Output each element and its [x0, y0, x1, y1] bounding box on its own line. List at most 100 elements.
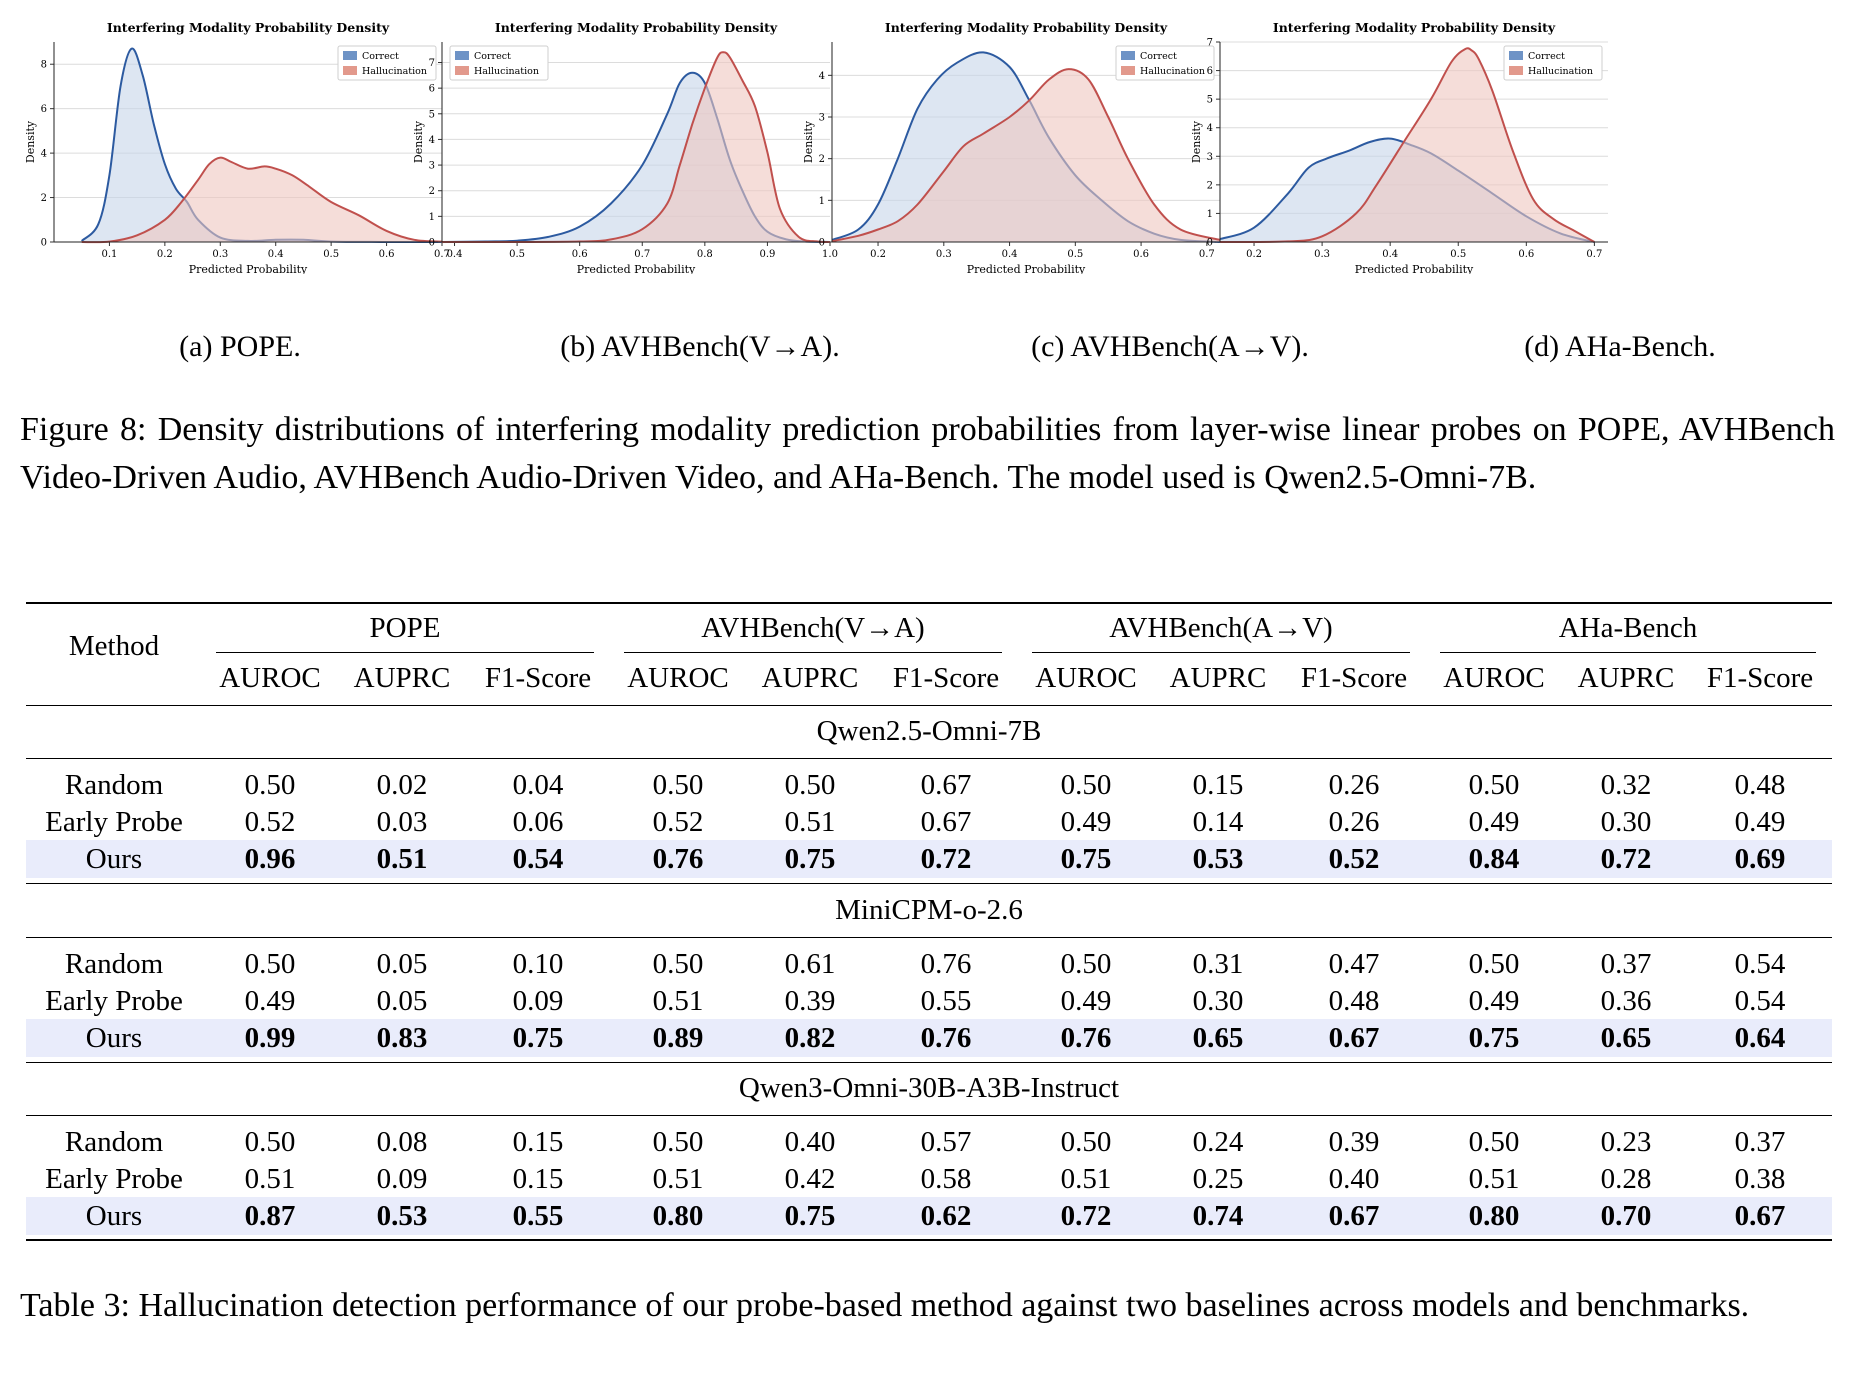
x-tick-label: 0.6: [1518, 249, 1534, 260]
table-caption: Table 3: Hallucination detection perform…: [20, 1287, 1750, 1324]
value-cell: 0.37: [1734, 1126, 1786, 1158]
chart-title: Interfering Modality Probability Density: [1273, 20, 1556, 35]
value-cell: 0.31: [1192, 948, 1244, 980]
legend-swatch: [1509, 51, 1523, 60]
value-cell: 0.50: [1468, 1126, 1520, 1158]
value-cell: 0.50: [1060, 948, 1112, 980]
x-tick-label: 0.9: [759, 249, 775, 260]
value-cell: 0.50: [1060, 769, 1112, 801]
value-cell: 0.50: [652, 769, 704, 801]
value-cell: 0.76: [1060, 1022, 1112, 1054]
y-tick-label: 4: [819, 71, 825, 82]
x-tick-label: 0.4: [268, 249, 284, 260]
x-tick-label: 0.6: [572, 249, 588, 260]
legend-label: Hallucination: [1528, 66, 1593, 77]
value-cell: 0.72: [1060, 1200, 1112, 1232]
series-area-hallucination: [832, 69, 1220, 242]
table-bottom-rule: [26, 1239, 1832, 1241]
x-tick-label: 0.6: [1133, 249, 1149, 260]
value-cell: 0.80: [652, 1200, 704, 1232]
value-cell: 0.49: [1734, 806, 1786, 838]
value-cell: 0.50: [784, 769, 836, 801]
group-underline: [624, 652, 1002, 653]
metric-header: F1-Score: [892, 662, 1000, 694]
value-cell: 0.38: [1734, 1163, 1786, 1195]
legend-swatch: [455, 66, 469, 75]
value-cell: 0.61: [784, 948, 836, 980]
value-cell: 0.08: [376, 1126, 428, 1158]
legend-swatch: [1509, 66, 1523, 75]
subfigure-caption-a: (a) POPE.: [179, 330, 301, 363]
y-tick-label: 0: [429, 238, 435, 249]
value-cell: 0.54: [512, 843, 564, 875]
y-tick-label: 2: [41, 193, 47, 204]
legend-box: [1115, 45, 1215, 81]
x-axis-label: Predicted Probability: [1355, 263, 1474, 274]
value-cell: 0.54: [1734, 948, 1786, 980]
metric-header: AUPRC: [1577, 662, 1675, 694]
y-tick-label: 3: [429, 161, 435, 172]
value-cell: 0.51: [244, 1163, 296, 1195]
value-cell: 0.26: [1328, 769, 1380, 801]
value-cell: 0.65: [1192, 1022, 1244, 1054]
metric-header: AUPRC: [353, 662, 451, 694]
value-cell: 0.75: [784, 1200, 836, 1232]
x-tick-label: 0.7: [634, 249, 650, 260]
metric-header: AUPRC: [761, 662, 859, 694]
value-cell: 0.14: [1192, 806, 1244, 838]
x-tick-label: 0.5: [1067, 249, 1083, 260]
value-cell: 0.50: [1468, 769, 1520, 801]
value-cell: 0.02: [376, 769, 428, 801]
density-chart-aha-bench: Interfering Modality Probability Density…: [1190, 20, 1608, 274]
row-method: Early Probe: [45, 1163, 183, 1195]
value-cell: 0.65: [1600, 1022, 1652, 1054]
y-axis-label: Density: [24, 120, 37, 163]
method-header: Method: [68, 630, 160, 662]
value-cell: 0.67: [1328, 1200, 1380, 1232]
value-cell: 0.64: [1734, 1022, 1786, 1054]
metric-header: AUPRC: [1169, 662, 1267, 694]
y-tick-label: 2: [1207, 180, 1213, 191]
value-cell: 0.75: [784, 843, 836, 875]
legend-label: Hallucination: [474, 66, 539, 77]
density-chart-avhbench-v2a: Interfering Modality Probability Density…: [412, 20, 838, 274]
value-cell: 0.72: [920, 843, 972, 875]
value-cell: 0.09: [512, 985, 564, 1017]
density-chart-pope: Interfering Modality Probability Density…: [24, 20, 450, 274]
value-cell: 0.23: [1600, 1126, 1652, 1158]
metric-header: AUROC: [627, 662, 729, 694]
value-cell: 0.49: [1060, 985, 1112, 1017]
value-cell: 0.03: [376, 806, 428, 838]
value-cell: 0.58: [920, 1163, 972, 1195]
value-cell: 0.42: [784, 1163, 836, 1195]
value-cell: 0.52: [652, 806, 704, 838]
value-cell: 0.40: [784, 1126, 836, 1158]
value-cell: 0.51: [784, 806, 836, 838]
x-tick-label: 0.7: [1199, 249, 1215, 260]
x-axis-label: Predicted Probability: [967, 263, 1086, 274]
series-area-hallucination: [1220, 48, 1595, 243]
value-cell: 0.36: [1600, 985, 1652, 1017]
section-label-rule: [26, 937, 1832, 938]
value-cell: 0.50: [1060, 1126, 1112, 1158]
metric-header: AUROC: [1443, 662, 1545, 694]
legend-box: [337, 45, 437, 81]
y-tick-label: 2: [819, 154, 825, 165]
x-tick-label: 0.4: [447, 249, 463, 260]
figure-caption: Figure 8: Density distributions of inter…: [20, 411, 1835, 496]
metric-header: F1-Score: [484, 662, 592, 694]
row-method: Early Probe: [45, 985, 183, 1017]
chart-title: Interfering Modality Probability Density: [107, 20, 390, 35]
x-tick-label: 0.5: [509, 249, 525, 260]
legend-swatch: [1121, 66, 1135, 75]
value-cell: 0.76: [920, 1022, 972, 1054]
legend-box: [449, 45, 549, 81]
series-line-hallucination: [81, 156, 443, 244]
value-cell: 0.25: [1192, 1163, 1244, 1195]
x-tick-label: 0.7: [434, 249, 450, 260]
x-tick-label: 0.1: [101, 249, 117, 260]
group-header: AVHBench(V→A): [701, 612, 925, 644]
density-chart-avhbench-a2v: Interfering Modality Probability Density…: [802, 20, 1221, 274]
model-section-label: Qwen2.5-Omni-7B: [816, 715, 1042, 747]
